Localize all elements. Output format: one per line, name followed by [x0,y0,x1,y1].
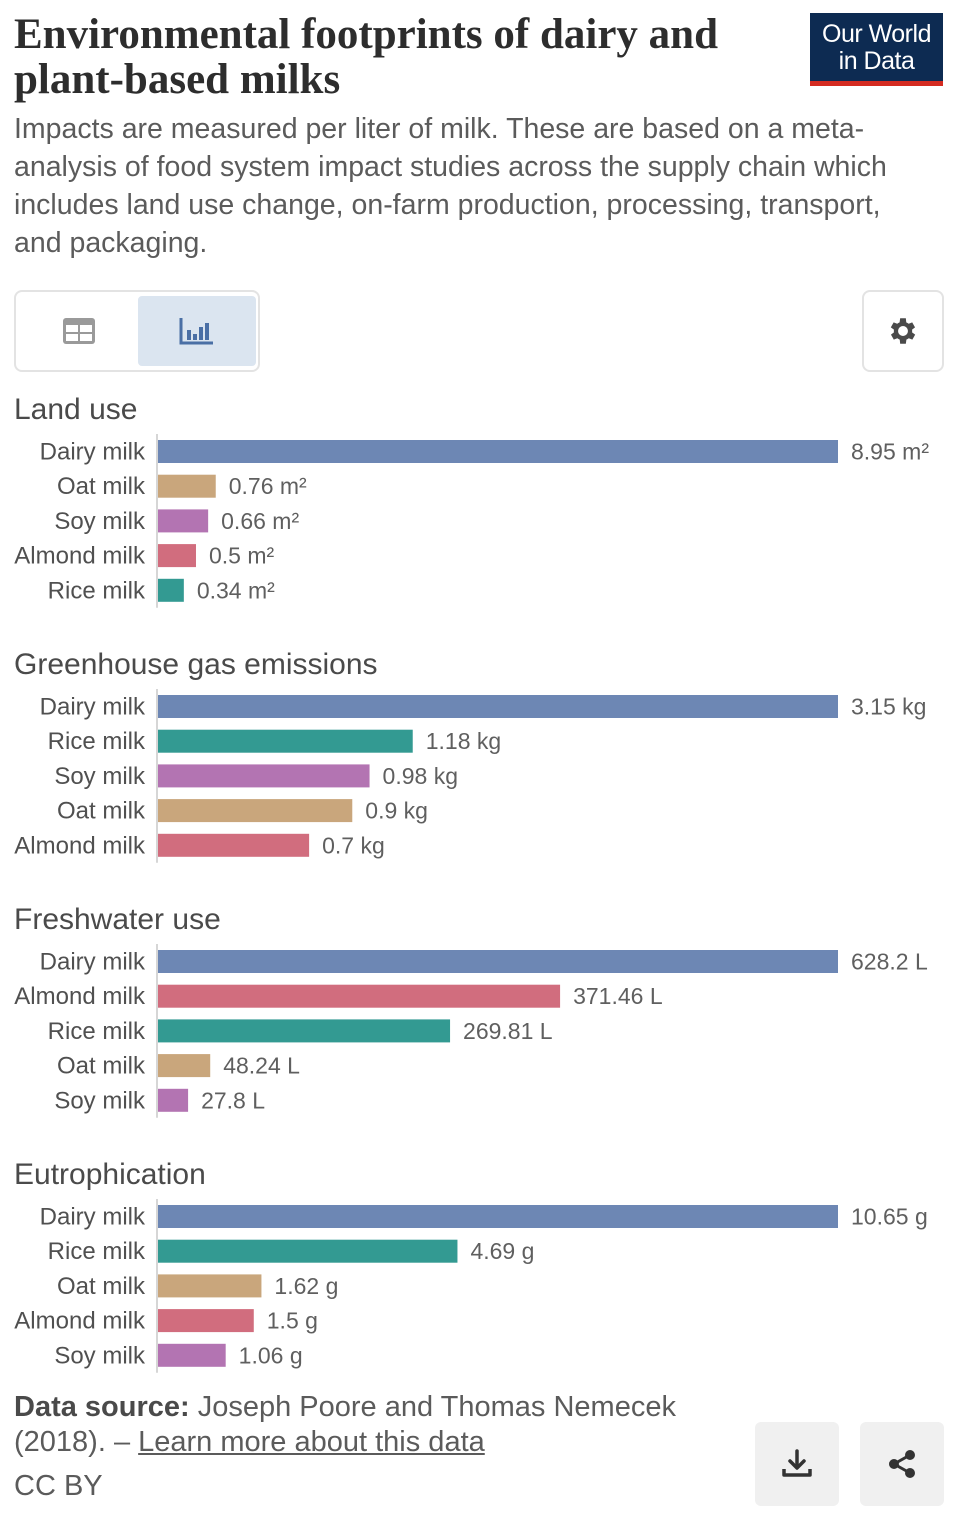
category-label: Soy milk [54,508,146,535]
value-label: 1.18 kg [426,728,501,754]
panel-title: Eutrophication [14,1158,206,1191]
value-label: 0.9 kg [365,798,428,824]
bar[interactable] [158,984,561,1008]
source-text: Joseph Poore and Thomas Nemecek (2018). … [14,1391,676,1458]
chart-title: Environmental footprints of dairy and pl… [14,11,718,103]
table-icon [63,318,95,344]
category-label: Oat milk [57,1053,146,1080]
category-label: Soy milk [54,763,146,790]
value-label: 628.2 L [851,949,928,975]
learn-more-link[interactable]: Learn more about this data [138,1426,485,1458]
value-label: 1.5 g [267,1308,318,1334]
value-label: 10.65 g [851,1204,928,1230]
value-label: 27.8 L [201,1087,265,1113]
bar[interactable] [158,1309,254,1333]
bar-chart-icon [179,318,213,345]
settings-button[interactable] [862,290,944,372]
share-button[interactable] [860,1422,944,1506]
license-label: CC BY [14,1470,103,1502]
view-toggle [14,290,260,372]
value-label: 48.24 L [223,1053,300,1079]
bar[interactable] [158,1343,226,1367]
panel-title: Freshwater use [14,903,221,936]
bar[interactable] [158,695,838,718]
category-label: Soy milk [54,1087,146,1114]
category-label: Almond milk [14,1308,146,1335]
owid-logo[interactable]: Our World in Data [810,13,943,86]
table-view-button[interactable] [20,296,138,366]
panel-title: Land use [14,393,137,426]
value-label: 0.5 m² [209,543,275,569]
value-label: 1.62 g [274,1273,338,1299]
value-label: 371.46 L [573,983,663,1009]
category-label: Rice milk [48,1238,146,1265]
category-label: Rice milk [48,577,146,604]
value-label: 3.15 kg [851,694,926,720]
value-label: 0.66 m² [221,508,299,534]
bar[interactable] [158,729,413,753]
bar[interactable] [158,1205,838,1228]
bar[interactable] [158,950,838,973]
gear-icon [890,318,916,344]
category-label: Oat milk [57,798,146,825]
value-label: 0.7 kg [322,832,385,858]
source-label: Data source: [14,1391,190,1423]
logo-line-2: in Data [838,47,915,75]
chart-view-button[interactable] [138,296,256,366]
category-label: Oat milk [57,1273,146,1300]
value-label: 8.95 m² [851,439,929,465]
source-note: Data source: Joseph Poore and Thomas Nem… [14,1390,734,1460]
category-label: Dairy milk [40,949,146,976]
bar-charts: Land use Dairy milk 8.95 m² Oat milk 0.76 m²… [14,393,929,1373]
bar[interactable] [158,509,209,533]
bar[interactable] [158,799,353,823]
logo-line-1: Our World [822,20,931,48]
category-label: Dairy milk [40,1204,146,1231]
value-label: 269.81 L [463,1018,553,1044]
category-label: Soy milk [54,1342,146,1369]
bar[interactable] [158,764,370,788]
value-label: 1.06 g [239,1342,303,1368]
chart-panel: Greenhouse gas emissions Dairy milk 3.15 k… [14,648,926,863]
chart-panel: Land use Dairy milk 8.95 m² Oat milk 0.76 m²… [14,393,929,608]
bar[interactable] [158,474,216,498]
category-label: Dairy milk [40,694,146,721]
panel-title: Greenhouse gas emissions [14,648,378,681]
bar[interactable] [158,1088,189,1112]
bar[interactable] [158,1019,451,1043]
chart-subtitle: Impacts are measured per liter of milk. … [14,113,887,259]
value-label: 0.76 m² [229,473,307,499]
bar[interactable] [158,578,184,602]
category-label: Rice milk [48,728,146,755]
download-icon [782,1449,812,1477]
share-icon [889,1450,915,1478]
bar[interactable] [158,544,196,568]
bar[interactable] [158,833,310,857]
category-label: Rice milk [48,1018,146,1045]
category-label: Almond milk [14,983,146,1010]
bar[interactable] [158,1274,262,1298]
bar[interactable] [158,1054,211,1078]
charts-area: Land use Dairy milk 8.95 m² Oat milk 0.76 m²… [0,385,966,1385]
value-label: 0.34 m² [197,577,275,603]
download-button[interactable] [755,1422,839,1506]
value-label: 4.69 g [470,1238,534,1264]
category-label: Oat milk [57,473,146,500]
bar[interactable] [158,1239,458,1263]
value-label: 0.98 kg [383,763,458,789]
bar[interactable] [158,440,838,463]
chart-panel: Eutrophication Dairy milk 10.65 g Rice milk… [14,1158,928,1373]
category-label: Almond milk [14,832,146,859]
category-label: Dairy milk [40,439,146,466]
category-label: Almond milk [14,543,146,570]
chart-panel: Freshwater use Dairy milk 628.2 L Almond mi… [14,903,928,1118]
